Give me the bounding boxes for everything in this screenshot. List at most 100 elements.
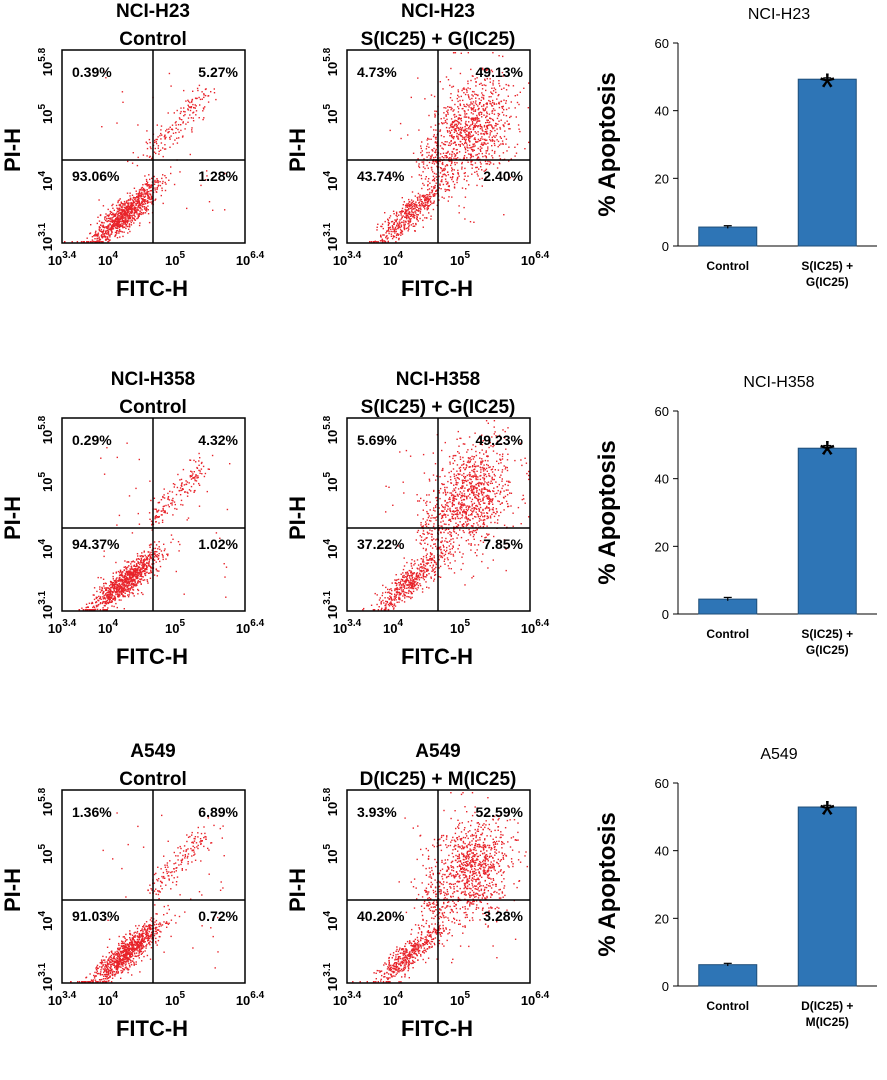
- event-dot: [64, 241, 65, 242]
- event-dot: [484, 139, 485, 140]
- event-dot: [164, 144, 165, 145]
- event-dot: [458, 478, 459, 479]
- event-dot: [459, 474, 460, 475]
- event-dot: [499, 103, 500, 104]
- event-dot: [467, 505, 468, 506]
- event-dot: [120, 224, 121, 225]
- event-dot: [104, 601, 105, 602]
- event-dot: [465, 121, 466, 122]
- event-dot: [128, 565, 129, 566]
- event-dot: [481, 536, 482, 537]
- event-dot: [480, 146, 481, 147]
- event-dot: [156, 191, 157, 192]
- event-dot: [501, 481, 502, 482]
- event-dot: [139, 459, 140, 460]
- event-dot: [469, 154, 470, 155]
- event-dot: [474, 126, 475, 127]
- event-dot: [449, 185, 450, 186]
- event-dot: [472, 91, 473, 92]
- event-dot: [198, 470, 199, 471]
- event-dot: [117, 220, 118, 221]
- event-dot: [457, 121, 458, 122]
- event-dot: [475, 111, 476, 112]
- event-dot: [525, 503, 526, 504]
- dot-cloud: [79, 443, 231, 611]
- event-dot: [503, 124, 504, 125]
- event-dot: [125, 218, 126, 219]
- event-dot: [464, 116, 465, 117]
- event-dot: [408, 226, 409, 227]
- event-dot: [457, 106, 458, 107]
- event-dot: [388, 230, 389, 231]
- event-dot: [139, 225, 140, 226]
- event-dot: [126, 567, 127, 568]
- event-dot: [419, 167, 420, 168]
- event-dot: [126, 587, 127, 588]
- event-dot: [384, 212, 385, 213]
- event-dot: [468, 457, 469, 458]
- event-dot: [486, 133, 487, 134]
- event-dot: [462, 162, 463, 163]
- event-dot: [499, 107, 500, 108]
- event-dot: [524, 458, 525, 459]
- event-dot: [136, 209, 137, 210]
- event-dot: [426, 176, 427, 177]
- event-dot: [187, 481, 188, 482]
- flow-plot-svg: NCI-H358 Control 0.29% 4.32% 94.37% 1.02…: [0, 368, 300, 708]
- event-dot: [198, 97, 199, 98]
- event-dot: [479, 518, 480, 519]
- event-dot: [394, 603, 395, 604]
- event-dot: [117, 218, 118, 219]
- event-dot: [472, 168, 473, 169]
- significance-star: *: [819, 66, 835, 110]
- event-dot: [486, 420, 487, 421]
- event-dot: [154, 184, 155, 185]
- event-dot: [420, 564, 421, 565]
- event-dot: [498, 146, 499, 147]
- event-dot: [498, 55, 499, 56]
- event-dot: [411, 210, 412, 211]
- event-dot: [434, 116, 435, 117]
- event-dot: [382, 234, 383, 235]
- event-dot: [502, 485, 503, 486]
- event-dot: [412, 593, 413, 594]
- event-dot: [167, 499, 168, 500]
- event-dot: [110, 584, 111, 585]
- event-dot: [123, 223, 124, 224]
- event-dot: [471, 508, 472, 509]
- event-dot: [118, 200, 119, 201]
- event-dot: [498, 94, 499, 95]
- event-dot: [443, 143, 444, 144]
- event-dot: [150, 578, 151, 579]
- event-dot: [384, 609, 385, 610]
- event-dot: [423, 227, 424, 228]
- event-dot: [432, 180, 433, 181]
- quadrant-upper-right: 4.32%: [198, 432, 238, 448]
- event-dot: [452, 127, 453, 128]
- event-dot: [454, 504, 455, 505]
- event-dot: [113, 221, 114, 222]
- event-dot: [460, 127, 461, 128]
- event-dot: [120, 231, 121, 232]
- event-dot: [410, 580, 411, 581]
- event-dot: [117, 228, 118, 229]
- event-dot: [488, 467, 489, 468]
- event-dot: [449, 127, 450, 128]
- x-tick-label: 103.4: [333, 250, 362, 268]
- event-dot: [156, 141, 157, 142]
- event-dot: [425, 568, 426, 569]
- event-dot: [156, 509, 157, 510]
- event-dot: [122, 218, 123, 219]
- event-dot: [455, 496, 456, 497]
- event-dot: [474, 137, 475, 138]
- event-dot: [117, 580, 118, 581]
- event-dot: [123, 587, 124, 588]
- event-dot: [433, 580, 434, 581]
- event-dot: [410, 582, 411, 583]
- event-dot: [454, 156, 455, 157]
- event-dot: [400, 138, 401, 139]
- event-dot: [489, 161, 490, 162]
- event-dot: [430, 139, 431, 140]
- event-dot: [405, 576, 406, 577]
- event-dot: [493, 163, 494, 164]
